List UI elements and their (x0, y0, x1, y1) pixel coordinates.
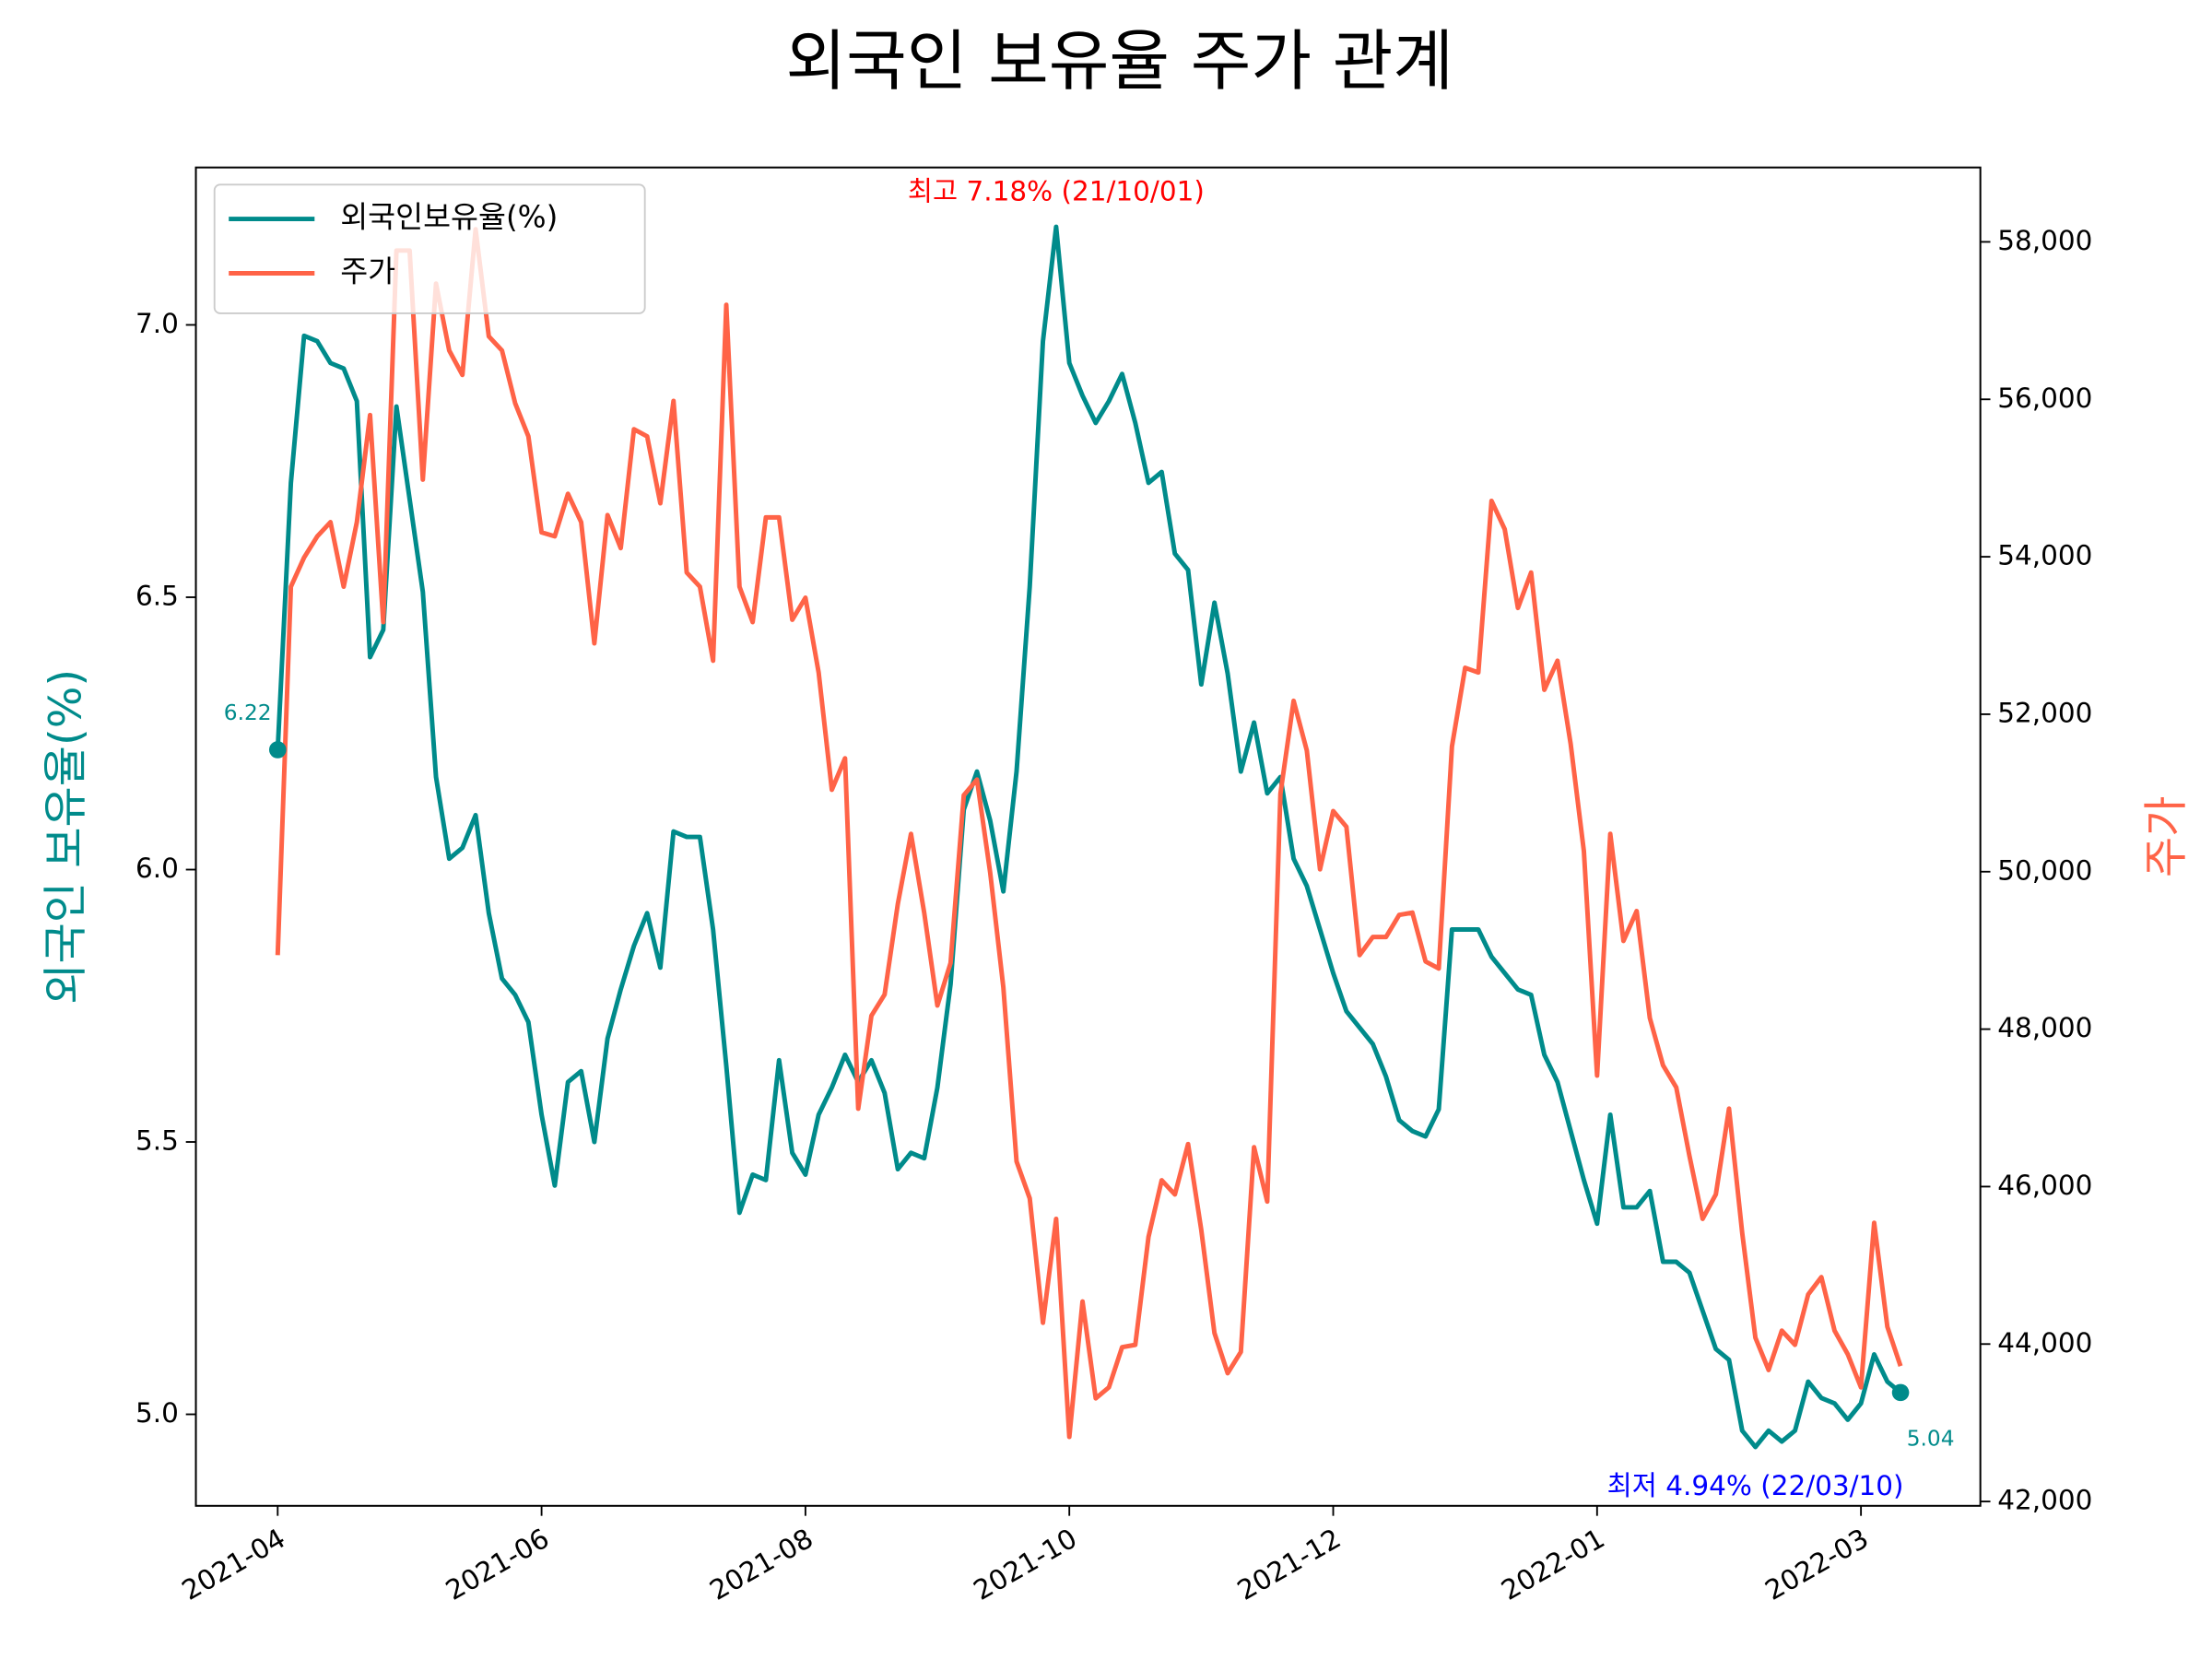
y2-axis-label: 주가 (2140, 796, 2192, 877)
y2-tick-label: 56,000 (1997, 382, 2092, 414)
legend-label: 주가 (340, 254, 395, 289)
y2-tick-label: 42,000 (1997, 1485, 2092, 1516)
y2-tick-label: 52,000 (1997, 697, 2092, 728)
y-tick-label: 5.5 (135, 1125, 179, 1157)
y2-tick-label: 48,000 (1997, 1012, 2092, 1043)
y-tick-label: 5.0 (135, 1397, 179, 1429)
legend-box (213, 183, 646, 314)
annotation: 최저 4.94% (22/03/10) (1607, 1470, 1904, 1501)
y2-tick-label: 46,000 (1997, 1170, 2092, 1201)
y2-tick-label: 54,000 (1997, 540, 2092, 571)
series-line (275, 227, 1903, 1440)
point-marker (1891, 1383, 1910, 1402)
x-tick-label: 2021-04 (177, 1523, 291, 1606)
x-tick-label: 2022-03 (1759, 1523, 1874, 1606)
point-label: 5.04 (1907, 1427, 1955, 1452)
x-tick-label: 2021-12 (1232, 1523, 1347, 1606)
chart-title: 외국인 보유율 주가 관계 (785, 23, 1453, 100)
x-tick-label: 2021-08 (704, 1523, 818, 1606)
point-label: 6.22 (224, 700, 272, 725)
y-tick-label: 6.0 (135, 853, 179, 884)
x-tick-label: 2021-10 (969, 1523, 1083, 1606)
y2-tick-label: 44,000 (1997, 1327, 2092, 1359)
legend-label: 외국인보유율(%) (340, 200, 558, 235)
series-line (275, 224, 1902, 1450)
x-tick-label: 2021-06 (441, 1523, 555, 1606)
annotation: 최고 7.18% (21/10/01) (908, 175, 1205, 206)
y-axis-label: 외국인 보유율(%) (40, 669, 91, 1005)
y2-tick-label: 50,000 (1997, 854, 2092, 886)
legend: 외국인보유율(%) 주가 (213, 183, 646, 314)
plot-frame (194, 166, 1982, 1507)
y2-tick-label: 58,000 (1997, 225, 2092, 256)
y-tick-label: 7.0 (135, 308, 179, 339)
y-tick-label: 6.5 (135, 581, 179, 612)
point-marker (268, 741, 287, 759)
x-tick-label: 2022-01 (1496, 1523, 1610, 1606)
